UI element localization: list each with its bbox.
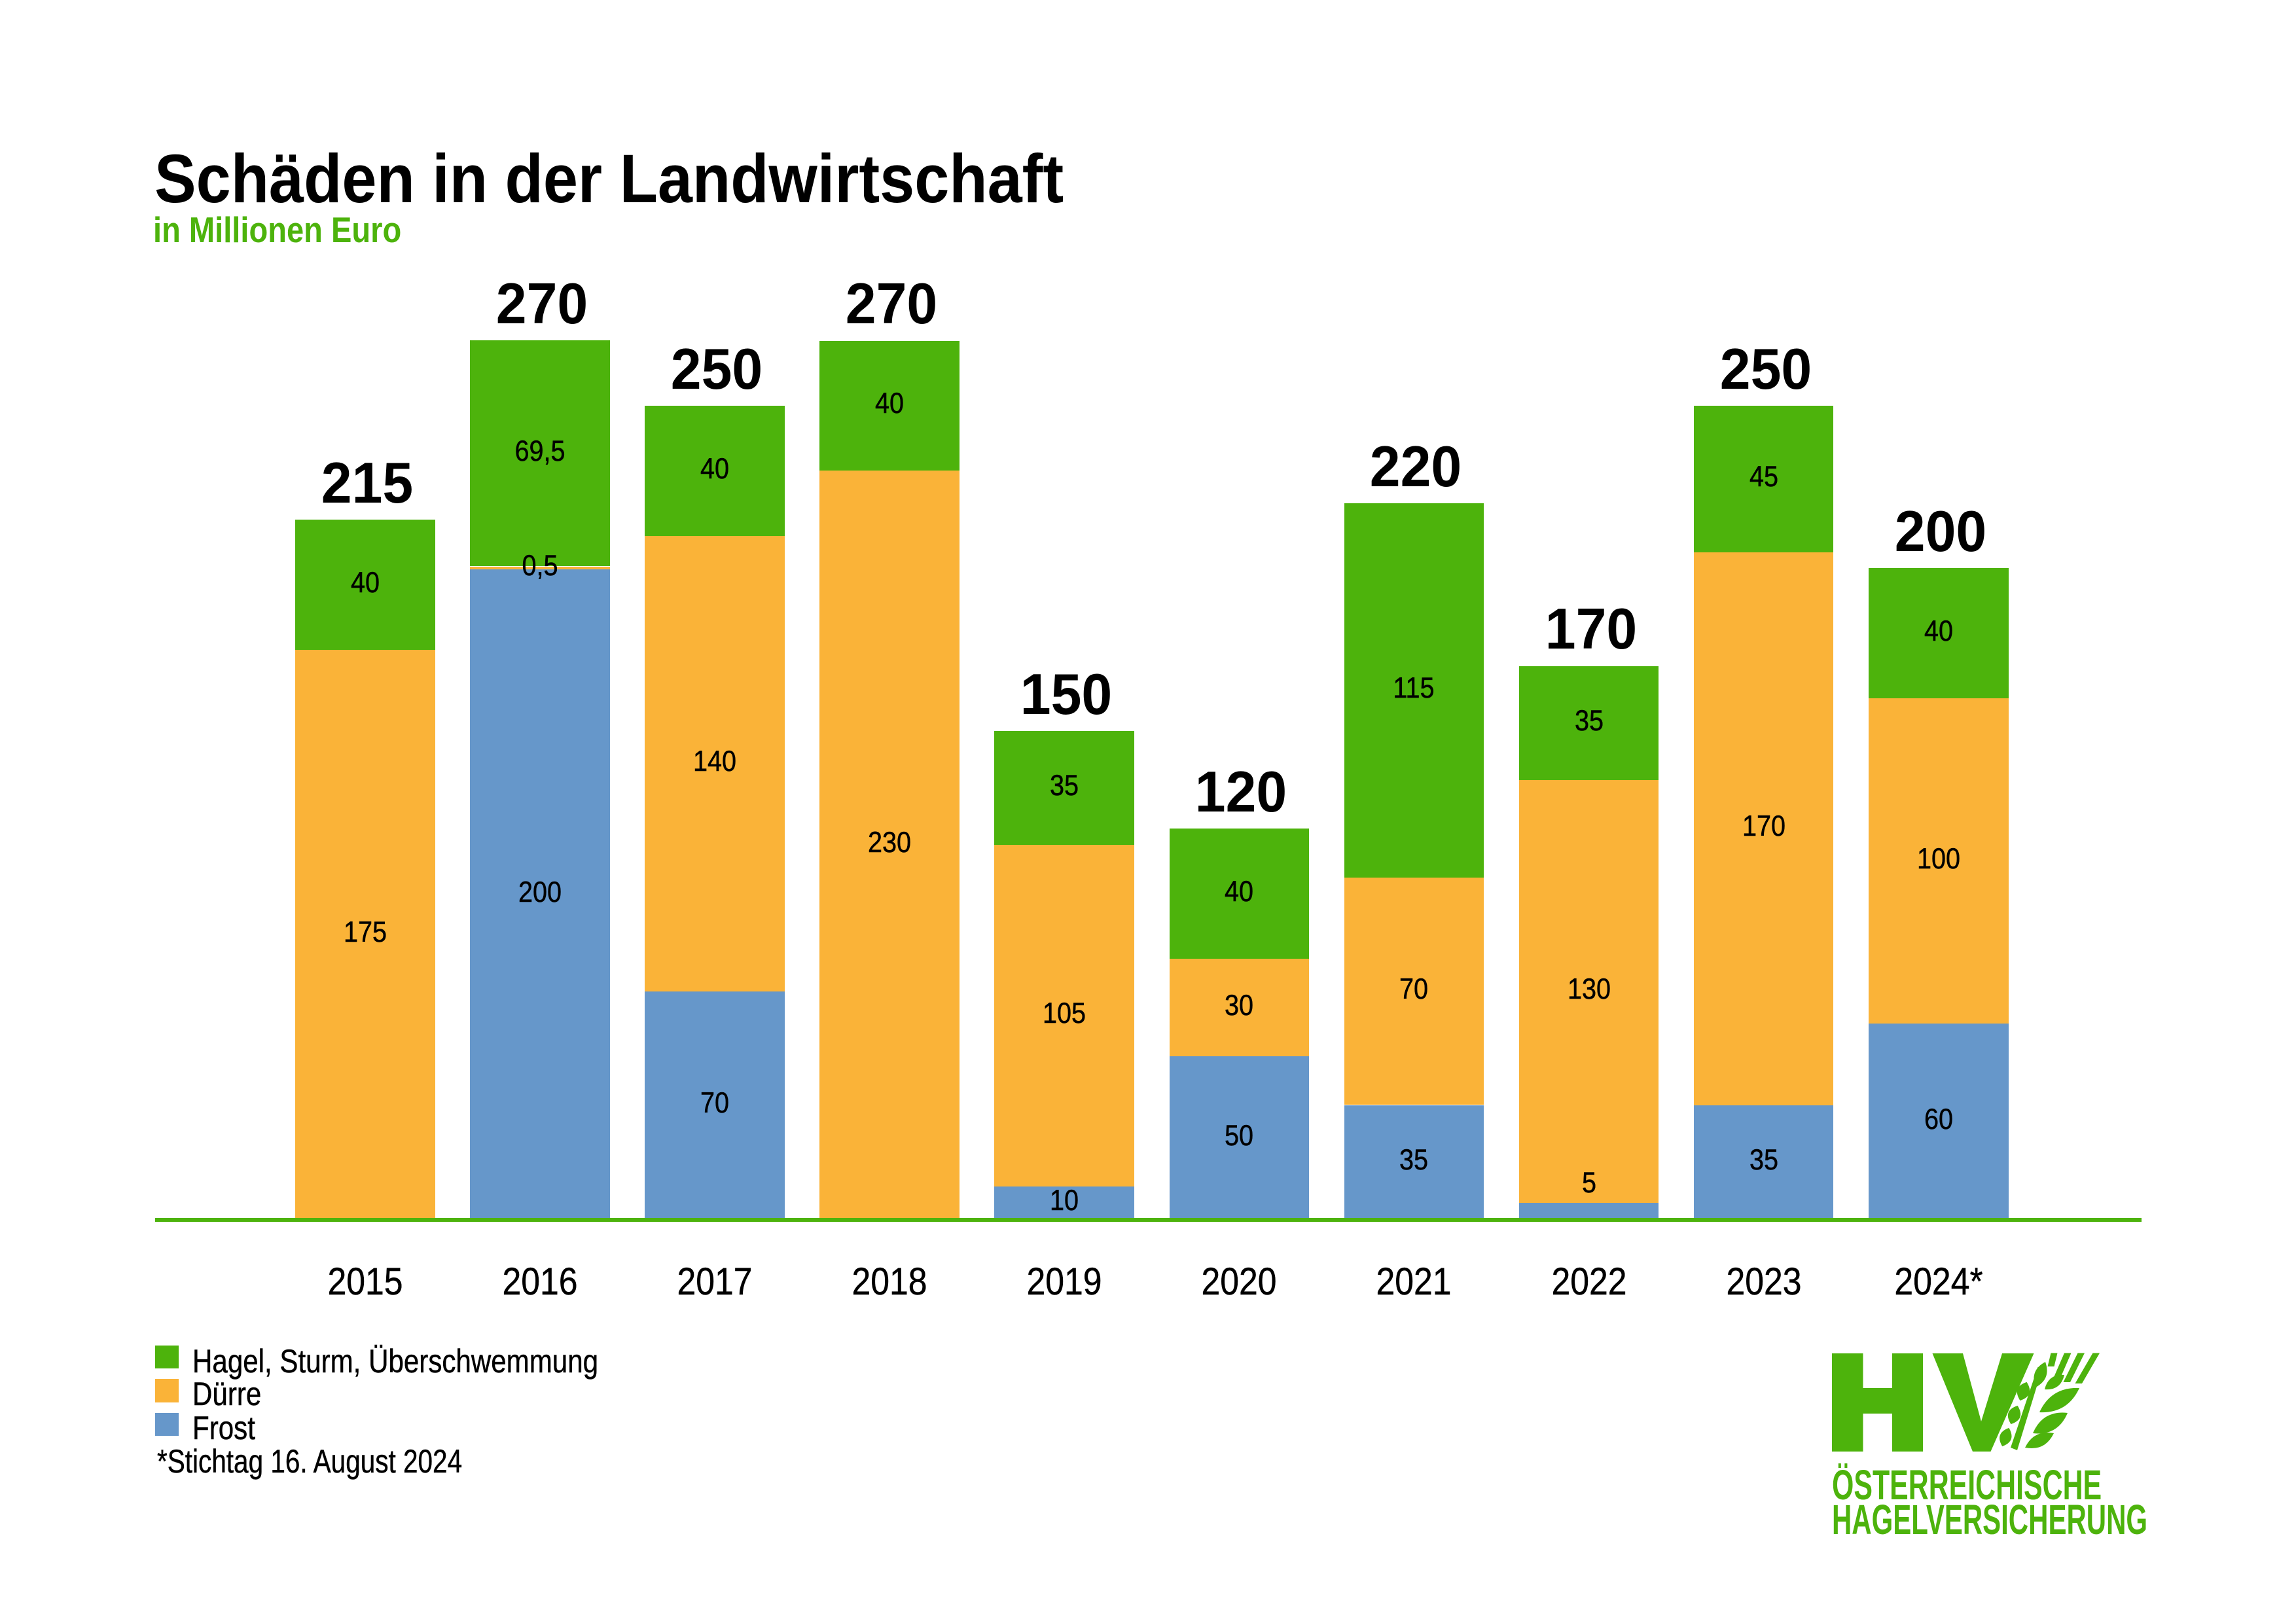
svg-text:HAGELVERSICHERUNG: HAGELVERSICHERUNG: [1832, 1496, 2147, 1543]
svg-text:ÖSTERREICHISCHE: ÖSTERREICHISCHE: [1832, 1461, 2102, 1508]
